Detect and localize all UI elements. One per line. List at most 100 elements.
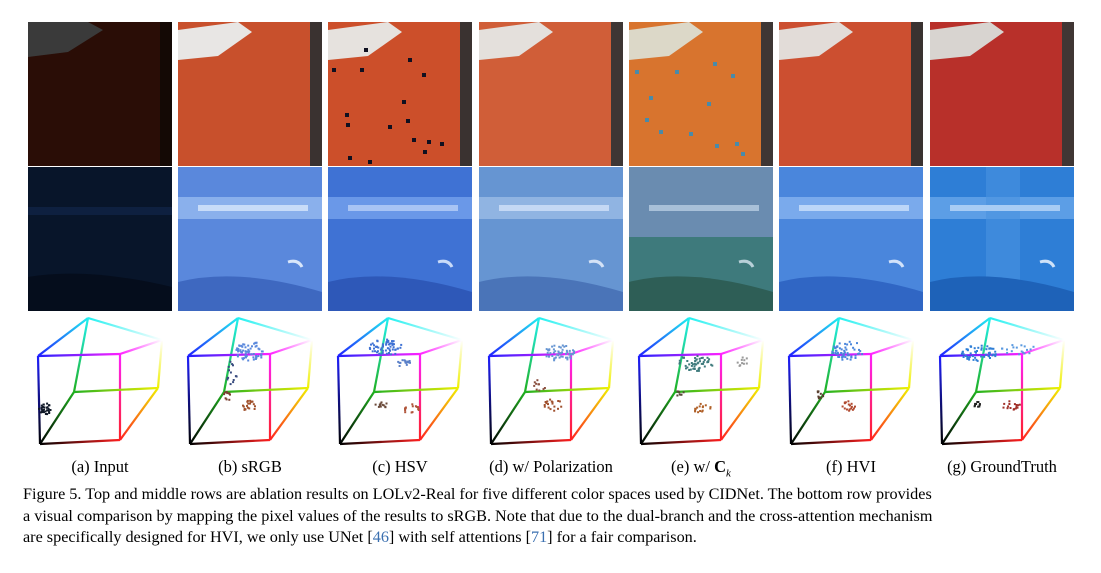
cloud-point — [243, 407, 246, 410]
cloud-point — [994, 355, 997, 358]
cube-edge — [975, 386, 1061, 394]
cloud-point — [385, 352, 388, 355]
cloud-point — [700, 357, 703, 359]
cloud-point — [561, 344, 564, 347]
cloud-point — [371, 342, 374, 345]
cloud-point — [376, 345, 378, 348]
cloud-point — [841, 405, 844, 408]
cloud-point — [381, 345, 384, 348]
cloud-point — [545, 402, 548, 405]
citation-link-71[interactable]: 71 — [530, 528, 548, 546]
cloud-point — [843, 402, 846, 405]
cloud-point — [237, 350, 240, 353]
cloud-point — [686, 360, 689, 362]
top-image-srgb — [178, 22, 322, 166]
cloud-point — [243, 343, 246, 346]
cloud-point — [834, 349, 837, 352]
cloud-point — [557, 350, 560, 353]
cloud-point — [405, 361, 408, 364]
cloud-point — [856, 342, 858, 345]
cloud-point — [965, 348, 968, 351]
cloud-point — [962, 353, 965, 356]
cloud-point — [846, 408, 848, 411]
cloud-point — [986, 345, 989, 348]
cloud-point — [41, 406, 44, 408]
cloud-point — [236, 354, 239, 356]
cloud-point — [40, 406, 43, 409]
cube-edge — [1021, 338, 1065, 356]
cloud-point — [255, 356, 258, 359]
cloud-point — [676, 394, 679, 397]
cloud-point — [701, 356, 704, 359]
cloud-point — [852, 346, 855, 349]
cloud-point — [549, 398, 552, 401]
cloud-point — [550, 400, 553, 403]
cloud-point — [231, 363, 234, 366]
cloud-point — [850, 405, 853, 408]
color-cube-groundtruth — [938, 316, 1066, 446]
cloud-point — [398, 365, 401, 367]
cloud-point — [1008, 400, 1011, 403]
cloud-point — [690, 362, 693, 364]
cloud-point — [381, 351, 384, 354]
cloud-point — [694, 407, 697, 410]
cloud-point — [46, 409, 49, 412]
cloud-point — [703, 359, 706, 361]
cube-edge — [337, 317, 389, 357]
cloud-point — [228, 369, 230, 372]
cloud-point — [678, 361, 681, 364]
cloud-point — [978, 403, 981, 405]
cloud-point — [229, 360, 232, 363]
cloud-point — [965, 355, 967, 357]
cloud-point — [961, 350, 964, 353]
cloud-point — [255, 355, 258, 358]
cloud-point — [994, 350, 997, 353]
cloud-point — [568, 349, 571, 352]
label-srgb: (b) sRGB — [218, 457, 282, 476]
cloud-point — [389, 349, 391, 352]
cloud-point — [417, 406, 419, 409]
cloud-point — [43, 408, 45, 411]
caption-line-3: are specifically designed for HVI, we on… — [23, 527, 1083, 549]
cube-edge — [306, 339, 314, 389]
cube-edge — [387, 316, 463, 342]
cloud-point — [740, 358, 743, 361]
cube-edge — [37, 352, 121, 358]
cloud-point — [381, 403, 384, 406]
cloud-point — [43, 411, 45, 414]
cloud-point — [681, 356, 684, 359]
cloud-point — [543, 405, 546, 408]
caption-line-3c: ] for a fair comparison. — [547, 528, 697, 546]
top-image-groundtruth — [930, 22, 1074, 166]
cube-edge — [490, 391, 526, 445]
cloud-point — [991, 354, 994, 357]
cloud-point — [1011, 344, 1014, 347]
cloud-point — [976, 359, 979, 362]
cloud-point — [988, 352, 991, 355]
cloud-point — [246, 350, 249, 353]
cloud-point — [696, 362, 699, 365]
cloud-point — [1013, 408, 1016, 411]
cloud-point — [551, 355, 554, 357]
cloud-point — [707, 361, 710, 363]
cloud-point — [226, 392, 229, 395]
cloud-point — [559, 352, 562, 355]
citation-link-46[interactable]: 46 — [372, 528, 389, 546]
cloud-point — [223, 391, 226, 394]
cloud-point — [708, 358, 711, 361]
cloud-point — [558, 356, 561, 359]
cloud-point — [245, 355, 248, 358]
label-ck-math: C — [714, 457, 727, 476]
cloud-point — [994, 354, 997, 357]
cloud-point — [252, 353, 255, 355]
cloud-point — [846, 343, 849, 346]
cloud-point — [545, 348, 548, 351]
cloud-point — [248, 350, 251, 353]
cloud-point — [693, 368, 696, 370]
cloud-point — [573, 350, 576, 353]
cloud-point — [373, 344, 375, 347]
cloud-point — [847, 403, 850, 406]
cloud-point — [247, 348, 250, 351]
cube-edge — [269, 387, 309, 441]
cloud-point — [832, 352, 835, 354]
